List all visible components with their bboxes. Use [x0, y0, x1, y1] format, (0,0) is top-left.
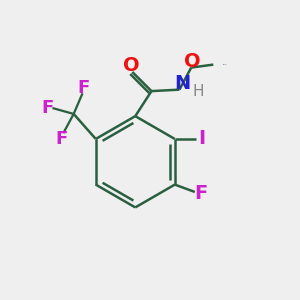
Text: F: F [41, 99, 53, 117]
Text: F: F [78, 79, 90, 97]
Text: F: F [194, 184, 207, 203]
Text: H: H [193, 84, 204, 99]
Text: I: I [199, 130, 206, 148]
Text: N: N [174, 74, 190, 93]
Text: O: O [184, 52, 201, 70]
Text: O: O [122, 56, 139, 75]
Text: methyl: methyl [223, 63, 228, 64]
Text: F: F [56, 130, 68, 148]
